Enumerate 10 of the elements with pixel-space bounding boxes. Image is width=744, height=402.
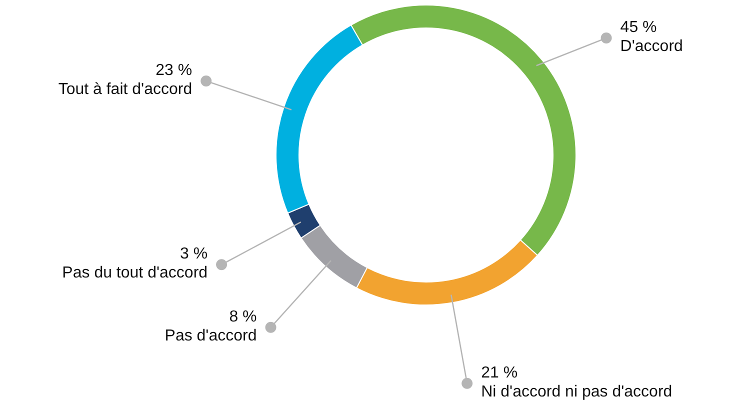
data-label: 3 % bbox=[180, 246, 208, 263]
slice-label: Pas du tout d'accord bbox=[62, 264, 208, 282]
data-label: 8 % bbox=[229, 308, 257, 326]
data-label: 21 % bbox=[481, 364, 518, 382]
slice-label: Ni d'accord ni pas d'accord bbox=[481, 383, 672, 400]
slice-label: Tout à fait d'accord bbox=[58, 81, 192, 98]
slice-label: D'accord bbox=[620, 38, 683, 55]
slice-label: Pas d'accord bbox=[164, 327, 257, 344]
data-label: 45 % bbox=[620, 19, 657, 36]
data-label: 23 % bbox=[156, 62, 192, 79]
